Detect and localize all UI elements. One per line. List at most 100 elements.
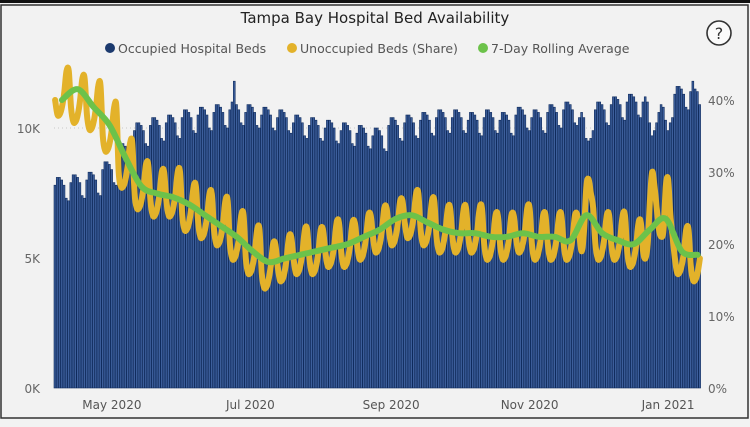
occupied-bar[interactable] [335,140,338,389]
occupied-bar[interactable] [605,122,608,389]
occupied-bar[interactable] [164,122,168,389]
occupied-bar[interactable] [412,122,415,389]
occupied-bar[interactable] [510,132,513,389]
occupied-bar[interactable] [112,182,116,389]
occupied-bar[interactable] [607,125,611,389]
occupied-bar[interactable] [462,130,465,389]
occupied-bar[interactable] [96,192,100,389]
occupied-bar[interactable] [398,138,402,389]
occupied-bar[interactable] [146,145,150,389]
occupied-bar[interactable] [544,132,547,389]
occupied-bar[interactable] [74,174,77,389]
occupied-bar[interactable] [192,130,195,389]
occupied-bar[interactable] [139,125,143,389]
occupied-bar[interactable] [167,114,170,389]
occupied-bar[interactable] [183,109,186,389]
occupied-bar[interactable] [382,148,386,389]
occupied-bar[interactable] [448,132,452,389]
occupied-bar[interactable] [76,177,79,389]
occupied-bar[interactable] [401,140,404,389]
occupied-bar[interactable] [426,114,429,389]
occupied-bar[interactable] [423,112,427,389]
occupied-bar[interactable] [55,177,59,389]
occupied-bar[interactable] [662,106,665,389]
occupied-bar[interactable] [478,132,481,389]
occupied-bar[interactable] [198,106,202,389]
occupied-bar[interactable] [114,184,118,389]
occupied-bar[interactable] [407,114,411,389]
occupied-bar[interactable] [80,195,84,389]
occupied-bar[interactable] [591,130,595,389]
occupied-bar[interactable] [194,132,197,389]
legend-item-rolling[interactable]: 7-Day Rolling Average [478,41,630,56]
occupied-bar[interactable] [101,169,104,389]
occupied-bar[interactable] [337,143,340,389]
occupied-bar[interactable] [280,109,284,389]
occupied-bar[interactable] [196,114,200,389]
occupied-bar[interactable] [575,125,579,389]
occupied-bar[interactable] [319,138,322,389]
occupied-bar[interactable] [105,161,109,389]
occupied-bar[interactable] [460,117,463,389]
occupied-bar[interactable] [405,114,409,389]
occupied-bar[interactable] [124,145,127,389]
occupied-bar[interactable] [394,119,397,389]
occupied-bar[interactable] [155,119,159,389]
occupied-bar[interactable] [428,119,431,389]
occupied-bar[interactable] [391,117,395,389]
occupied-bar[interactable] [221,112,225,389]
occupied-bar[interactable] [58,177,61,389]
occupied-bar[interactable] [321,140,325,389]
occupied-bar[interactable] [169,114,172,389]
occupied-bar[interactable] [351,143,354,389]
occupied-bar[interactable] [584,138,588,389]
occupied-bar[interactable] [385,151,388,389]
occupied-bar[interactable] [205,114,209,389]
occupied-bar[interactable] [621,117,624,389]
occupied-bar[interactable] [496,132,499,389]
occupied-bar[interactable] [373,127,377,389]
occupied-bar[interactable] [208,127,211,389]
occupied-bar[interactable] [267,109,270,389]
occupied-bar[interactable] [99,195,102,389]
occupied-bar[interactable] [396,125,399,389]
occupied-bar[interactable] [589,138,592,389]
occupied-bar[interactable] [528,130,531,389]
occupied-bar[interactable] [587,140,590,389]
occupied-bar[interactable] [376,127,379,389]
unoccupied-share-line[interactable] [52,64,703,292]
occupied-bar[interactable] [90,171,93,389]
occupied-bar[interactable] [212,112,216,389]
occupied-bar[interactable] [698,104,701,389]
occupied-bar[interactable] [559,127,563,389]
occupied-bar[interactable] [693,88,697,389]
occupied-bar[interactable] [541,130,545,389]
occupied-bar[interactable] [523,114,527,389]
occupied-bar[interactable] [419,119,422,389]
occupied-bar[interactable] [525,127,529,389]
occupied-bar[interactable] [364,132,368,389]
occupied-bar[interactable] [174,122,177,389]
occupied-bar[interactable] [223,125,227,389]
occupied-bar[interactable] [691,80,695,389]
occupied-bar[interactable] [189,117,193,389]
occupied-bar[interactable] [666,130,670,389]
occupied-bar[interactable] [171,117,175,389]
occupied-bar[interactable] [158,125,161,389]
help-button[interactable]: ? [706,20,732,46]
occupied-bar[interactable] [573,122,577,389]
occupied-bar[interactable] [475,119,479,389]
occupied-bar[interactable] [264,106,268,389]
occupied-bar[interactable] [142,130,145,389]
occupied-bar[interactable] [110,169,113,389]
occupied-bar[interactable] [71,174,75,389]
occupied-bar[interactable] [416,138,420,389]
occupied-bar[interactable] [203,109,207,389]
occupied-bar[interactable] [108,164,111,389]
occupied-bar[interactable] [94,179,98,389]
occupied-bar[interactable] [366,145,370,389]
occupied-bar[interactable] [187,112,191,389]
occupied-bar[interactable] [353,145,356,389]
occupied-bar[interactable] [446,130,449,389]
occupied-bar[interactable] [151,117,154,389]
